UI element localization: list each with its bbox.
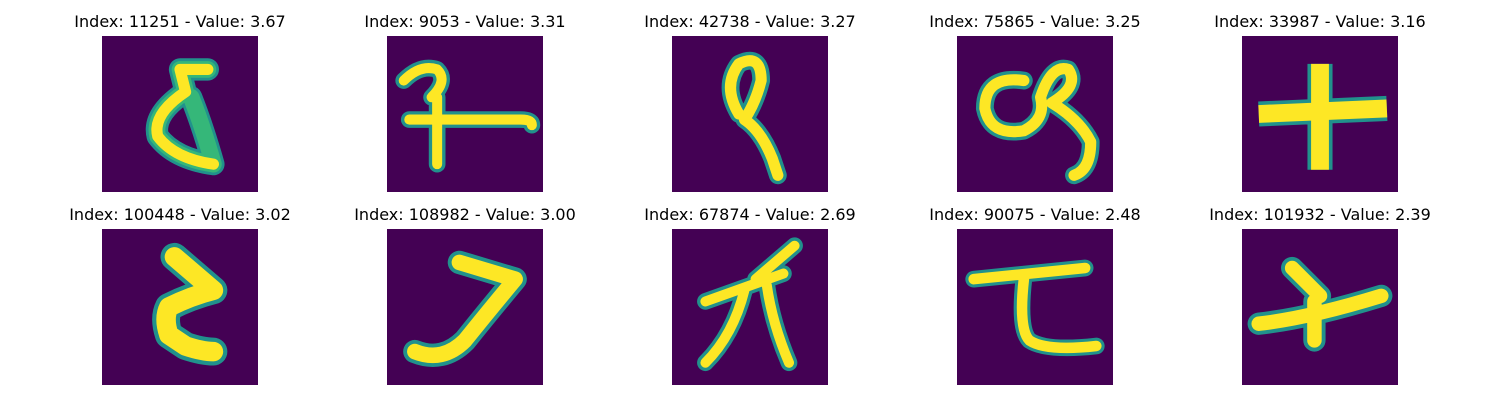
digit-image bbox=[102, 229, 258, 385]
digit-image bbox=[957, 36, 1113, 192]
panel-title: Index: 101932 - Value: 2.39 bbox=[1209, 205, 1431, 224]
digit-stroke bbox=[975, 59, 1100, 185]
digit-stroke bbox=[965, 259, 1105, 357]
digit-stroke bbox=[697, 237, 803, 372]
panel-title: Index: 90075 - Value: 2.48 bbox=[929, 205, 1141, 224]
digit-stroke bbox=[1247, 256, 1393, 352]
panel-title: Index: 75865 - Value: 3.25 bbox=[929, 12, 1141, 31]
digit-image bbox=[1242, 36, 1398, 192]
digit-stroke bbox=[721, 51, 787, 185]
digit-image bbox=[387, 36, 543, 192]
digit-stroke bbox=[1258, 63, 1388, 170]
digit-image bbox=[672, 36, 828, 192]
panel-title: Index: 67874 - Value: 2.69 bbox=[644, 205, 856, 224]
digit-image bbox=[1242, 229, 1398, 385]
panel-title: Index: 42738 - Value: 3.27 bbox=[644, 12, 856, 31]
panel-title: Index: 9053 - Value: 3.31 bbox=[364, 12, 566, 31]
panel-title: Index: 11251 - Value: 3.67 bbox=[74, 12, 286, 31]
digit-stroke bbox=[403, 250, 527, 367]
digit-image bbox=[102, 36, 258, 192]
digit-stroke bbox=[395, 59, 541, 173]
digit-image bbox=[387, 229, 543, 385]
panel-title: Index: 33987 - Value: 3.16 bbox=[1214, 12, 1426, 31]
panel-title: Index: 108982 - Value: 3.00 bbox=[354, 205, 576, 224]
image-background bbox=[672, 229, 828, 385]
digit-image bbox=[672, 229, 828, 385]
digit-image bbox=[957, 229, 1113, 385]
digit-stroke bbox=[152, 242, 228, 366]
digit-stroke bbox=[145, 58, 225, 176]
image-background bbox=[957, 229, 1113, 385]
panel-title: Index: 100448 - Value: 3.02 bbox=[69, 205, 291, 224]
